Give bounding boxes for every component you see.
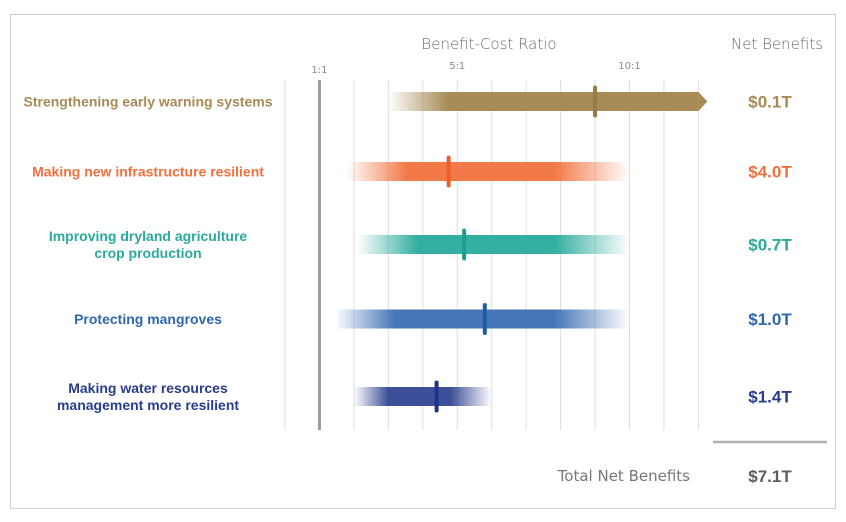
row-label: Strengthening early warning systems [24,94,273,110]
net-benefit-value: $4.0T [748,163,792,182]
net-benefit-values: $0.1T $4.0T $0.7T $1.0T $1.4T [748,93,792,407]
total-value: $7.1T [748,467,792,486]
row-labels: Strengthening early warning systems Makin… [24,94,273,414]
net-benefit-value: $1.4T [748,388,792,407]
net-benefit-value: $1.0T [748,310,792,329]
row-label: management more resilient [57,397,239,413]
range-bar [334,309,630,329]
tick-label: 1:1 [311,65,327,76]
chart-header: Benefit-Cost Ratio Net Benefits [421,35,823,53]
range-bar [353,387,492,406]
chart-frame [10,14,836,509]
bars [334,85,708,413]
tick-labels: 1:1 5:1 10:1 [311,61,640,76]
central-estimate-marker [593,85,598,118]
net-benefit-value: $0.7T [748,236,792,255]
tick-label: 5:1 [449,61,465,72]
row-label: crop production [94,245,201,261]
arrow-head-icon [698,92,708,111]
range-bar [347,162,630,181]
row-label: Making new infrastructure resilient [32,164,264,180]
total-section: Total Net Benefits $7.1T [557,440,827,486]
x-axis-title: Benefit-Cost Ratio [421,35,556,53]
row-label: Improving dryland agriculture [49,228,248,244]
central-estimate-marker [446,155,451,188]
central-estimate-marker [462,228,467,261]
net-benefit-value: $0.1T [748,93,792,112]
row-label: Making water resources [68,380,228,396]
tick-label: 10:1 [618,61,640,72]
range-bar [357,235,630,254]
central-estimate-marker [482,303,487,335]
row-label: Protecting mangroves [74,311,222,327]
total-label: Total Net Benefits [557,467,690,485]
gridlines [284,80,699,430]
central-estimate-marker [434,380,439,413]
net-benefits-header: Net Benefits [731,35,823,53]
range-bar [388,92,699,111]
